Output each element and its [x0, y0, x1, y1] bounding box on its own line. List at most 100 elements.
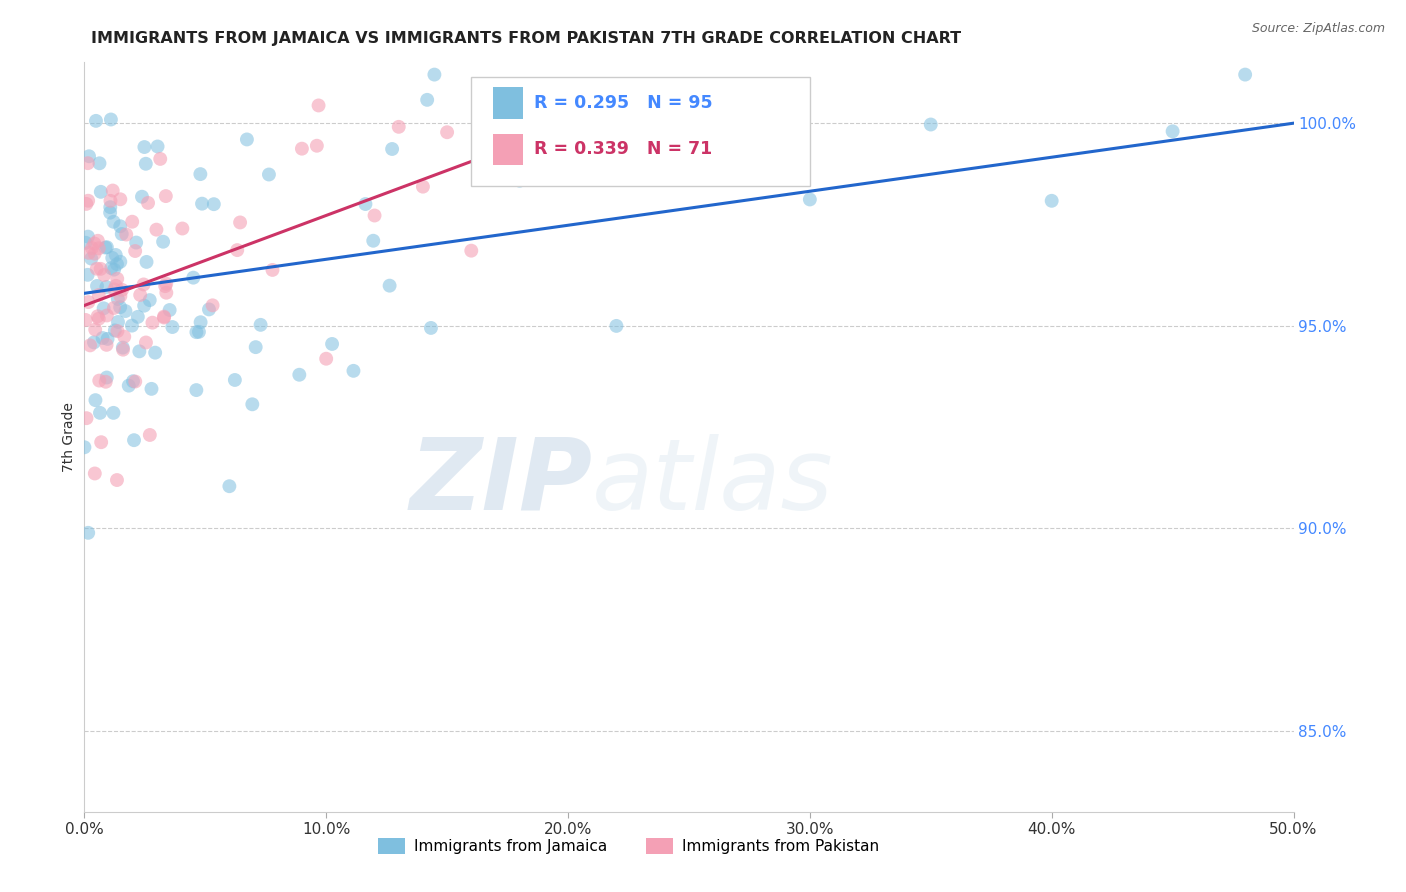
Point: [122, 433, 145, 447]
Point: [87, 288, 110, 302]
Point: [118, 378, 141, 392]
Point: [90, 185, 112, 199]
Point: [77, 194, 100, 208]
Point: [155, 189, 177, 203]
Point: [124, 375, 146, 389]
Point: [93, 301, 115, 316]
Point: [308, 98, 330, 112]
Point: [76, 411, 98, 425]
Point: [412, 179, 434, 194]
Point: [190, 315, 212, 329]
Point: [77, 295, 100, 310]
Point: [139, 428, 162, 442]
Point: [229, 215, 252, 229]
Point: [245, 340, 267, 354]
Point: [103, 406, 125, 420]
Point: [104, 323, 127, 337]
Point: [77, 149, 100, 163]
Point: [226, 243, 249, 257]
Point: [111, 283, 134, 297]
FancyBboxPatch shape: [494, 87, 523, 119]
Point: [381, 142, 404, 156]
Point: [107, 292, 129, 306]
Point: [110, 192, 132, 206]
Point: [125, 235, 148, 250]
Point: [141, 382, 163, 396]
Point: [100, 194, 122, 208]
Point: [605, 318, 627, 333]
Point: [291, 142, 314, 156]
Point: [89, 374, 111, 388]
Point: [190, 167, 212, 181]
Point: [83, 236, 105, 251]
Point: [416, 93, 439, 107]
Point: [128, 344, 150, 359]
Point: [172, 221, 194, 235]
Point: [80, 252, 103, 266]
Point: [218, 479, 240, 493]
Point: [378, 278, 401, 293]
Point: [127, 310, 149, 324]
Point: [90, 261, 112, 276]
Point: [162, 320, 184, 334]
Point: [77, 525, 100, 540]
Point: [361, 234, 384, 248]
Point: [201, 298, 224, 312]
Point: [155, 279, 177, 293]
Point: [149, 152, 172, 166]
Point: [138, 293, 160, 307]
Point: [509, 174, 531, 188]
Point: [141, 316, 163, 330]
Point: [98, 205, 121, 219]
FancyBboxPatch shape: [471, 78, 810, 186]
Point: [240, 397, 263, 411]
Point: [114, 304, 136, 318]
Point: [107, 315, 129, 329]
Point: [191, 196, 214, 211]
Point: [86, 261, 108, 276]
Legend: Immigrants from Jamaica, Immigrants from Pakistan: Immigrants from Jamaica, Immigrants from…: [371, 832, 886, 860]
Point: [79, 338, 101, 352]
Point: [153, 310, 176, 325]
Point: [321, 337, 343, 351]
Point: [96, 280, 118, 294]
Point: [186, 325, 208, 339]
Point: [103, 262, 125, 277]
Point: [1040, 194, 1063, 208]
Point: [124, 244, 146, 258]
Point: [187, 325, 209, 339]
Point: [152, 235, 174, 249]
Text: R = 0.295   N = 95: R = 0.295 N = 95: [534, 94, 713, 112]
Point: [75, 197, 97, 211]
Point: [155, 277, 177, 291]
Point: [460, 244, 482, 258]
Point: [153, 310, 176, 324]
Point: [89, 406, 111, 420]
Text: R = 0.339   N = 71: R = 0.339 N = 71: [534, 140, 713, 159]
Point: [98, 200, 121, 214]
Point: [143, 345, 166, 359]
Point: [183, 270, 205, 285]
Point: [83, 467, 105, 481]
Point: [129, 288, 152, 302]
Point: [84, 322, 107, 336]
Point: [112, 329, 135, 343]
Point: [96, 370, 118, 384]
Point: [198, 302, 221, 317]
Point: [105, 473, 128, 487]
Point: [342, 364, 364, 378]
Point: [1234, 68, 1257, 82]
Point: [103, 215, 125, 229]
Text: ZIP: ZIP: [409, 434, 592, 531]
Point: [89, 156, 111, 170]
Point: [110, 289, 132, 303]
Point: [96, 338, 118, 352]
Point: [83, 335, 105, 350]
Y-axis label: 7th Grade: 7th Grade: [62, 402, 76, 472]
Point: [87, 311, 110, 326]
Point: [423, 68, 446, 82]
Point: [134, 299, 156, 313]
Point: [236, 132, 259, 146]
Point: [136, 195, 159, 210]
Point: [108, 300, 131, 314]
